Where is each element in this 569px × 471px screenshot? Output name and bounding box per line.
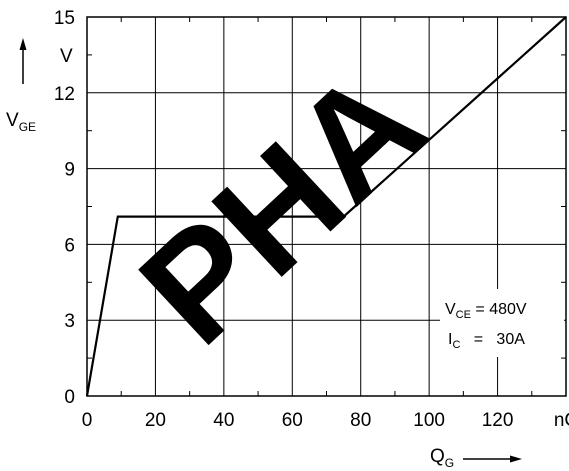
y-axis-arrow-head — [19, 38, 27, 50]
x-axis-title: QG — [430, 446, 454, 470]
gate-charge-curve — [85, 16, 567, 397]
x-tick-label: 60 — [282, 410, 303, 431]
annotation-background — [440, 289, 564, 357]
series-layer — [85, 16, 567, 397]
y-tick-label: 9 — [64, 160, 75, 181]
y-tick-label: 15 — [54, 8, 75, 29]
y-tick-labels: 0 3 6 9 12 15 — [54, 8, 75, 408]
y-unit-label: V — [60, 46, 73, 67]
x-tick-labels: 0 20 40 60 80 100 120 nC — [82, 410, 569, 431]
x-tick-label: 100 — [413, 410, 445, 431]
y-axis-title-sub: GE — [19, 120, 36, 134]
x-tick-label: 80 — [350, 410, 371, 431]
x-axis-title-main: Q — [430, 446, 445, 467]
watermark: PHA — [108, 37, 454, 376]
x-tick-label: 0 — [82, 410, 93, 431]
minor-ticks — [87, 17, 566, 396]
annotation-ic: IC = 30A — [448, 331, 525, 351]
y-axis-label: V VGE — [6, 38, 73, 134]
watermark-text: PHA — [108, 37, 454, 376]
y-axis-title: VGE — [6, 110, 36, 134]
conditions-annotation: VCE = 480V IC = 30A — [440, 289, 564, 357]
x-axis-arrow-head — [510, 455, 522, 463]
annotation-vce: VCE = 480V — [445, 301, 527, 321]
x-tick-label: nC — [554, 410, 569, 431]
x-axis-title-sub: G — [445, 456, 454, 470]
y-tick-label: 6 — [64, 235, 75, 256]
y-tick-label: 12 — [54, 84, 75, 105]
x-tick-label: 120 — [482, 410, 514, 431]
x-axis-label: QG — [430, 446, 522, 470]
x-tick-label: 40 — [213, 410, 234, 431]
grid — [87, 17, 566, 396]
y-tick-label: 3 — [64, 311, 75, 332]
x-tick-label: 20 — [145, 410, 166, 431]
y-axis-title-main: V — [6, 110, 19, 131]
y-tick-label: 0 — [64, 387, 75, 408]
